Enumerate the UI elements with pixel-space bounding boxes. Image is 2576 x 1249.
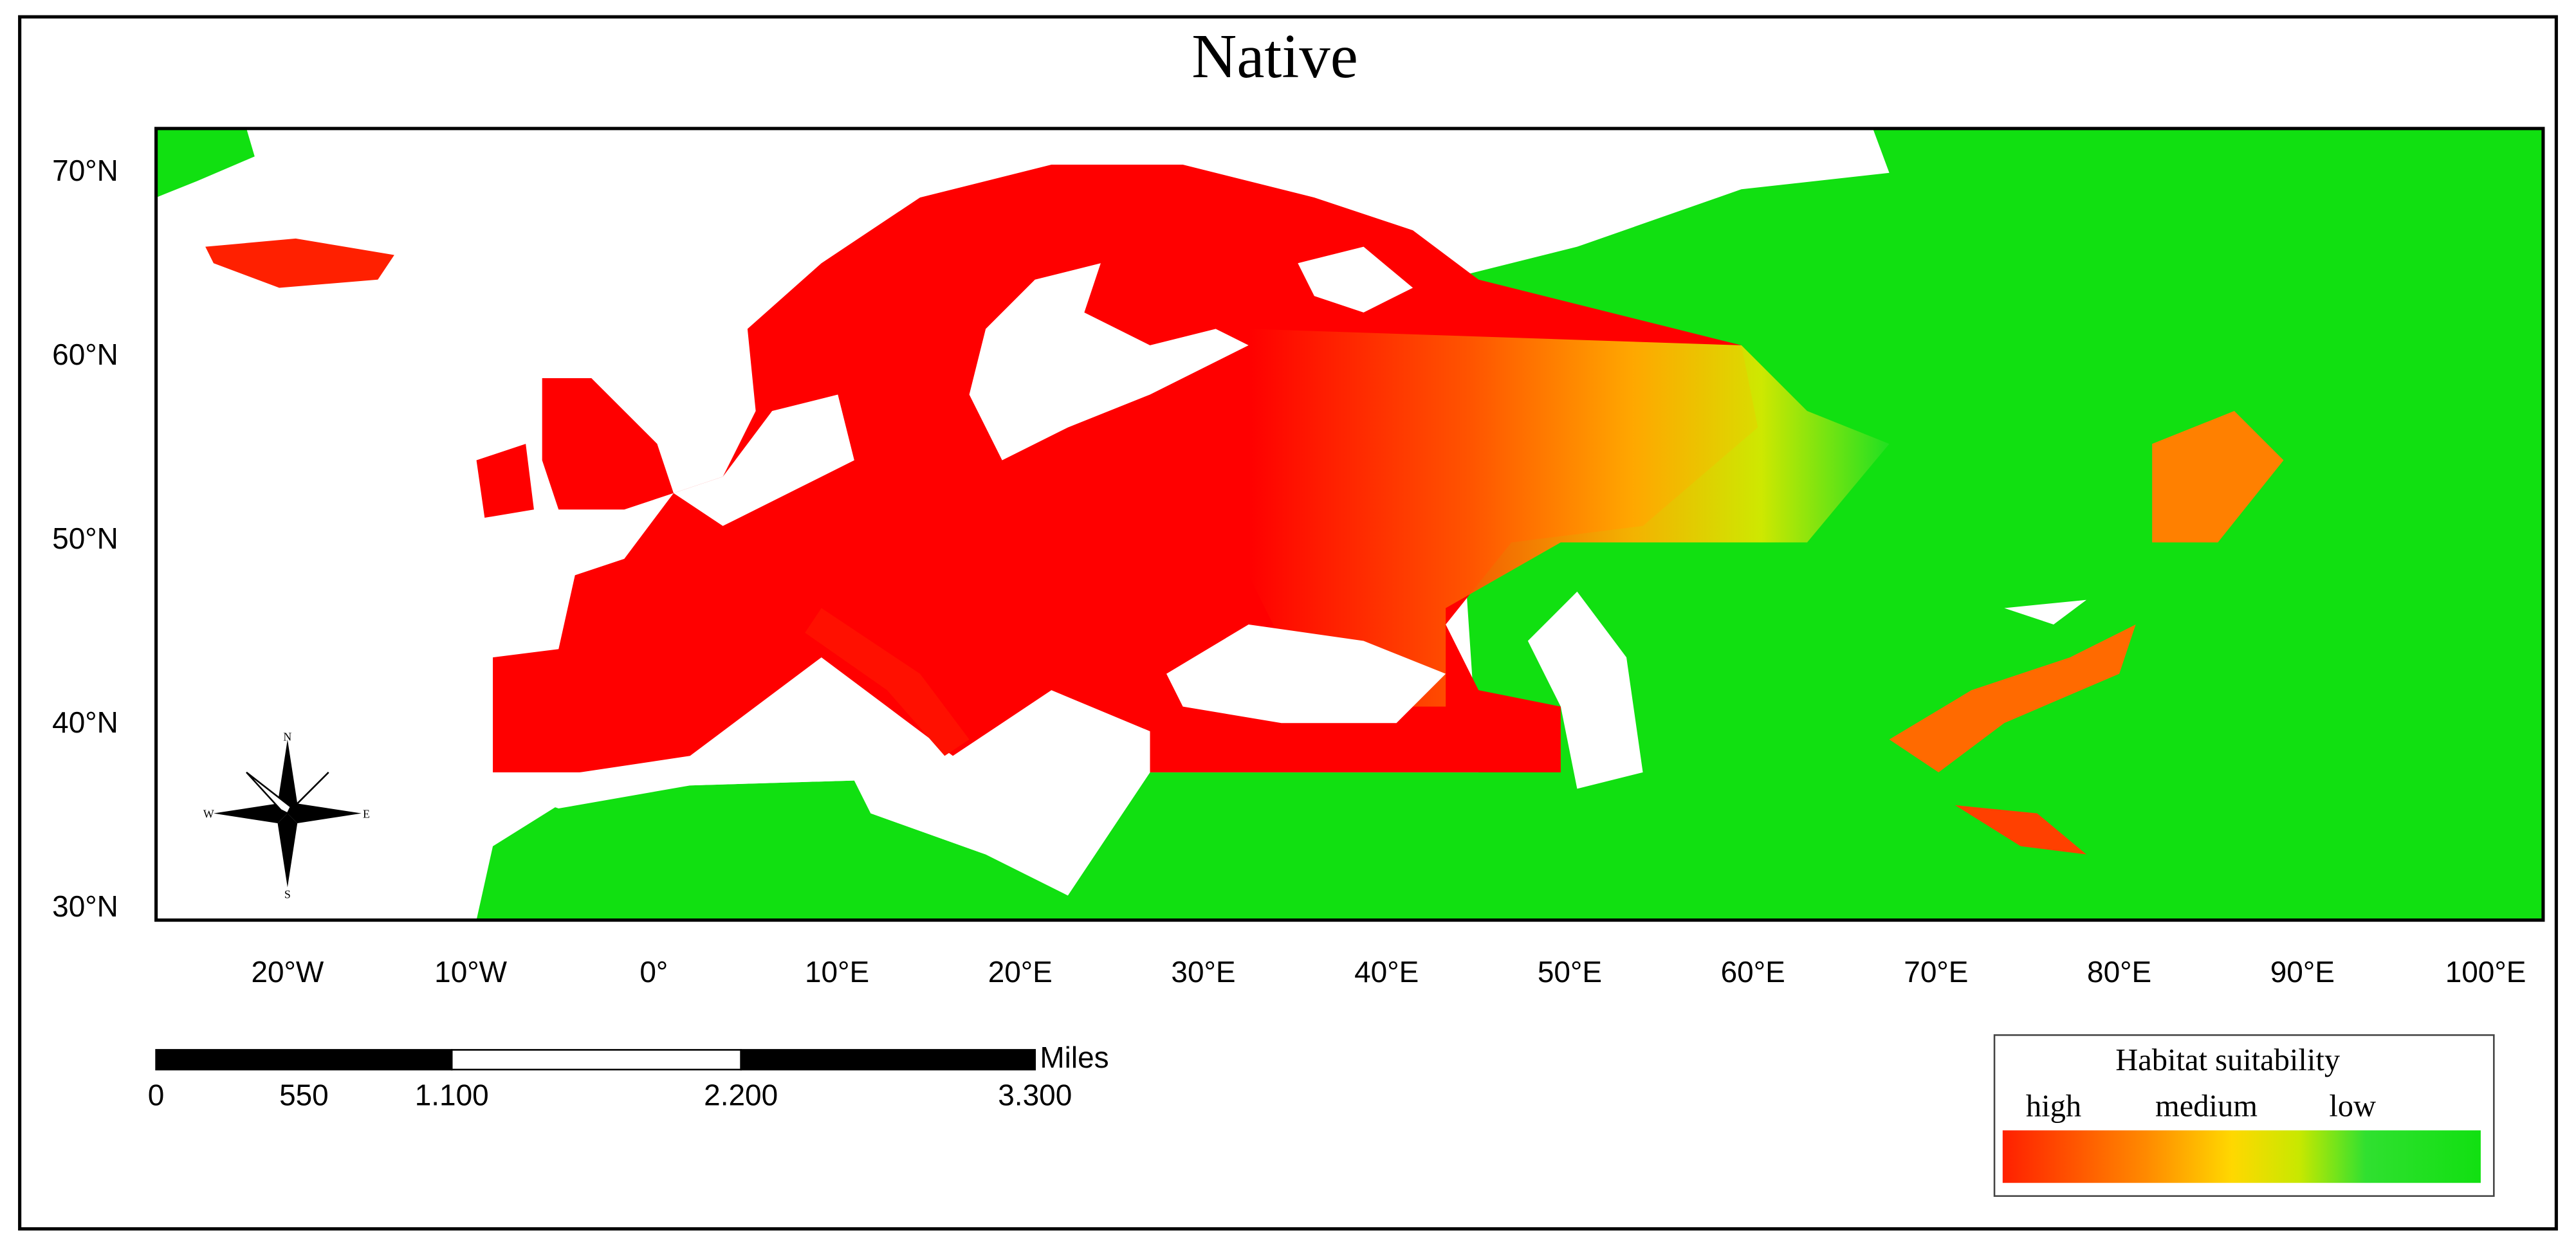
longitude-label: 70°E xyxy=(1904,955,1968,989)
scale-bar: 0 550 1.100 2.200 3.300 Miles xyxy=(148,1041,1109,1112)
longitude-label: 0° xyxy=(639,955,668,989)
legend-title: Habitat suitability xyxy=(2115,1043,2341,1077)
scale-label: 550 xyxy=(279,1079,329,1112)
latitude-labels: 70°N 60°N 50°N 40°N 30°N xyxy=(52,154,118,923)
north-sea xyxy=(673,394,854,526)
iceland xyxy=(205,238,394,288)
longitude-label: 50°E xyxy=(1538,955,1602,989)
longitude-label: 40°E xyxy=(1354,955,1419,989)
legend-label: low xyxy=(2329,1089,2376,1123)
longitude-label: 10°W xyxy=(434,955,507,989)
balkhash-lake xyxy=(2004,599,2087,624)
longitude-label: 10°E xyxy=(805,955,869,989)
latitude-label: 60°N xyxy=(52,338,118,371)
greenland-tip xyxy=(156,128,255,198)
latitude-label: 40°N xyxy=(52,706,118,739)
latitude-label: 70°N xyxy=(52,154,118,187)
map-area xyxy=(156,128,2543,920)
scale-label: 2.200 xyxy=(704,1079,778,1112)
compass-label: S xyxy=(284,888,291,900)
map-frame xyxy=(154,127,2545,922)
legend-color-ramp xyxy=(2002,1130,2481,1183)
black-sea xyxy=(1166,624,1446,724)
italy xyxy=(805,608,970,756)
britain xyxy=(542,378,674,510)
longitude-label: 60°E xyxy=(1721,955,1785,989)
scale-unit: Miles xyxy=(1040,1041,1109,1074)
compass: N S E W xyxy=(203,730,370,900)
compass-label: E xyxy=(363,807,370,820)
legend: Habitat suitability high medium low xyxy=(1993,1034,2495,1197)
longitude-label: 80°E xyxy=(2087,955,2151,989)
altai-mountains xyxy=(2152,411,2284,543)
baltic-sea xyxy=(969,263,1249,460)
scale-label: 1.100 xyxy=(415,1079,489,1112)
tibet-edge xyxy=(1955,805,2087,855)
latitude-label: 30°N xyxy=(52,889,118,923)
longitude-label: 30°E xyxy=(1171,955,1235,989)
ireland xyxy=(476,444,534,518)
longitude-labels: 20°W 10°W 0° 10°E 20°E 30°E 40°E 50°E 60°E 70°E 80… xyxy=(251,955,2526,989)
longitude-label: 20°E xyxy=(988,955,1053,989)
compass-label: N xyxy=(283,730,291,743)
caspian-sea xyxy=(1527,591,1643,789)
mediterranean xyxy=(493,657,1150,896)
white-sea xyxy=(1298,246,1413,313)
legend-label: medium xyxy=(2155,1089,2258,1123)
longitude-label: 90°E xyxy=(2270,955,2335,989)
land-transition xyxy=(1248,329,1890,707)
longitude-label: 100°E xyxy=(2445,955,2526,989)
legend-label: high xyxy=(2026,1089,2081,1123)
compass-label: W xyxy=(203,807,214,820)
longitude-label: 20°W xyxy=(251,955,324,989)
scale-label: 3.300 xyxy=(998,1079,1072,1112)
map-title: Native xyxy=(1191,22,1358,91)
scale-label: 0 xyxy=(148,1079,165,1112)
latitude-label: 50°N xyxy=(52,522,118,555)
central-asia-mountains xyxy=(1889,624,2136,772)
